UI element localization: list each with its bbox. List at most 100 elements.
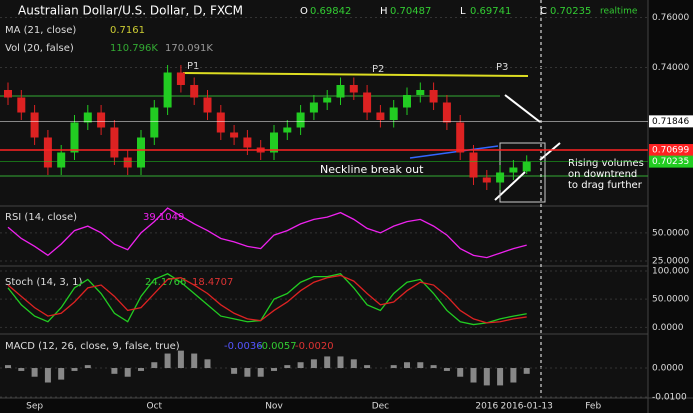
candle-body <box>336 85 345 98</box>
y-tick-label: -0.0100 <box>652 393 687 403</box>
bar <box>470 368 477 383</box>
y-tick-label: 0.0000 <box>652 364 684 374</box>
bar <box>510 368 517 383</box>
ohlc-key: H <box>380 6 388 17</box>
candle-body <box>17 97 26 113</box>
bar <box>44 368 51 383</box>
bar <box>111 368 118 374</box>
legend-entry: 24.1766 <box>145 277 186 288</box>
bar <box>430 365 437 369</box>
annotation: P3 <box>496 62 508 73</box>
candle-body <box>456 122 465 153</box>
annotation: P1 <box>187 61 199 72</box>
candle-body <box>57 152 66 168</box>
bar <box>244 368 251 377</box>
ohlc-value: 0.70235 <box>550 6 591 17</box>
bar <box>204 359 211 369</box>
annotation: P2 <box>372 64 384 75</box>
candle-body <box>70 122 79 153</box>
ma-label: MA (21, close) <box>5 25 76 36</box>
panel-value: 39.1049 <box>143 212 184 223</box>
bar <box>523 368 530 374</box>
bar <box>257 368 264 377</box>
x-tick-label: 2016-01-13 <box>501 402 553 412</box>
y-tick-label: 0.74000 <box>652 63 689 73</box>
y-tick-label: 50.0000 <box>652 228 689 238</box>
bar <box>164 353 171 369</box>
candle-body <box>496 172 505 183</box>
x-tick-label: Dec <box>372 402 389 412</box>
bar <box>191 353 198 369</box>
candle-body <box>230 132 239 138</box>
candle-body <box>349 85 358 93</box>
bar <box>124 368 131 377</box>
candle-body <box>110 127 119 158</box>
vol-label: Vol (20, false) <box>5 43 74 54</box>
arrow <box>409 145 499 159</box>
ohlc-key: O <box>300 6 308 17</box>
candle-body <box>363 92 372 113</box>
arrow <box>504 94 541 123</box>
bar <box>337 356 344 369</box>
candle-body <box>376 112 385 120</box>
bar <box>483 368 490 386</box>
candle-body <box>323 97 332 103</box>
candle-body <box>429 90 438 103</box>
candle-body <box>163 72 172 108</box>
bar <box>31 368 38 377</box>
candle-body <box>150 107 159 138</box>
panel-title: MACD (12, 26, close, 9, false, true) <box>5 341 180 352</box>
candle-body <box>416 90 425 95</box>
candle-body <box>216 112 225 133</box>
candle-body <box>389 107 398 120</box>
neckline <box>182 72 529 77</box>
line <box>7 207 527 259</box>
y-tick-label: 0.76000 <box>652 13 689 23</box>
x-tick-label: Oct <box>147 402 163 412</box>
candle-body <box>509 167 518 173</box>
bar <box>271 368 277 371</box>
candle-body <box>469 152 478 178</box>
bar <box>310 359 317 369</box>
bar <box>71 368 78 371</box>
y-tick-label: 50.0000 <box>652 295 689 305</box>
title: Australian Dollar/U.S. Dollar, D, FXCM <box>18 4 243 18</box>
candle-body <box>176 72 185 85</box>
bar <box>84 365 91 369</box>
candle-body <box>283 127 292 133</box>
y-tick-label: 100.000 <box>652 266 689 276</box>
x-tick-label: Nov <box>265 402 283 412</box>
bar <box>443 368 450 371</box>
panel-value: -0.0057 <box>258 341 297 352</box>
bar <box>5 365 11 369</box>
candle-body <box>97 112 106 128</box>
bar <box>404 362 410 369</box>
bar <box>284 365 291 369</box>
candle-body <box>309 102 318 113</box>
price-marker-label: 0.71846 <box>652 117 689 127</box>
candle-body <box>403 95 411 108</box>
price-marker <box>649 155 693 168</box>
y-tick-label: 0.0000 <box>652 323 684 333</box>
y-tick-label: 25.0000 <box>652 256 689 266</box>
x-tick-label: Sep <box>26 402 43 412</box>
candle-body <box>137 137 145 168</box>
ma-value: 0.7161 <box>110 25 145 36</box>
bar <box>457 368 464 377</box>
bar <box>18 368 25 371</box>
panel-value: -0.0020 <box>295 341 334 352</box>
price-marker <box>649 144 693 157</box>
bar <box>58 368 65 380</box>
bar <box>324 356 331 369</box>
candle-body <box>83 112 92 123</box>
arrow <box>539 142 561 161</box>
candle-body <box>123 157 132 168</box>
bar <box>138 368 144 371</box>
bar <box>364 365 371 369</box>
ohlc-value: 0.69842 <box>310 6 351 17</box>
annotation: Rising volumes on downtrend to drag furt… <box>568 158 644 191</box>
candle-body <box>43 137 52 168</box>
vol-value: 110.796K <box>110 43 158 54</box>
bar <box>497 368 504 386</box>
panel-value: -0.0036 <box>224 341 263 352</box>
